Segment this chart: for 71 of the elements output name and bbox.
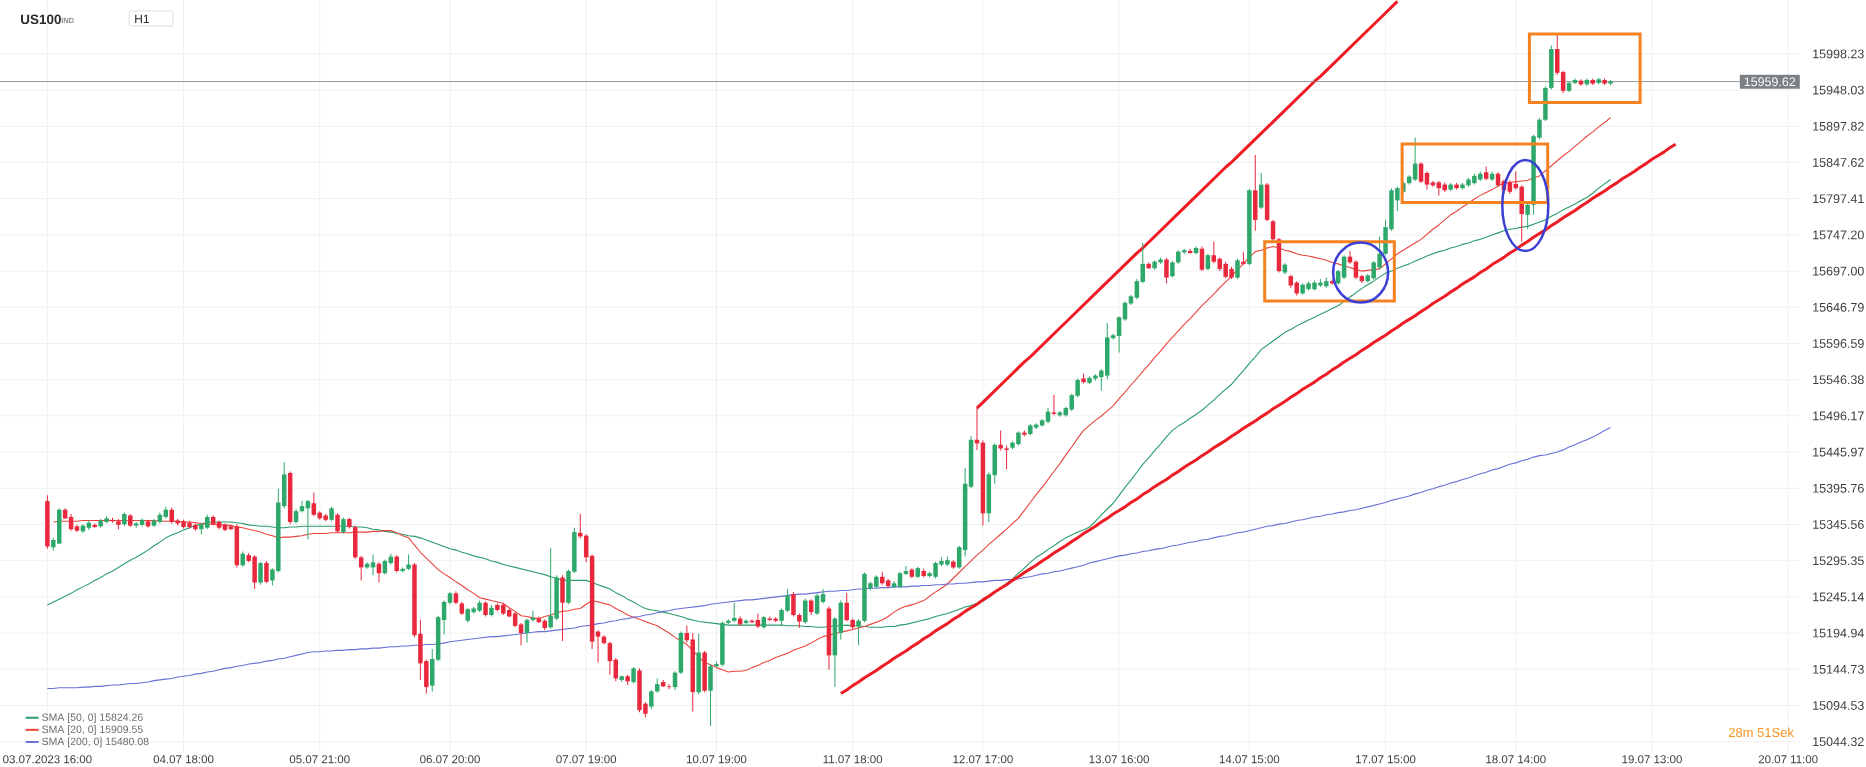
y-tick-label: 15646.79	[1813, 302, 1864, 312]
candlestick	[649, 689, 654, 710]
candlestick	[1412, 137, 1418, 182]
x-tick-label: 17.07 15:00	[1356, 755, 1416, 764]
y-tick-label: 15847.62	[1813, 158, 1864, 167]
y-tick-label: 15496.17	[1813, 411, 1864, 421]
legend-label: SMA [200, 0] 15480.08	[42, 737, 149, 748]
candlestick	[903, 565, 909, 576]
candlestick	[1164, 257, 1169, 284]
candlestick	[755, 613, 761, 629]
candlestick	[1134, 278, 1140, 300]
x-tick-label: 07.07 19:00	[556, 755, 617, 764]
legend-label: SMA [20, 0] 15909.55	[42, 725, 143, 736]
y-tick-label: 15747.20	[1813, 230, 1864, 240]
candlestick	[1353, 259, 1359, 280]
candlestick	[731, 602, 737, 623]
candlestick	[518, 622, 524, 646]
x-tick-label: 18.07 14:00	[1486, 755, 1546, 764]
candlestick	[335, 512, 340, 534]
x-tick-label: 05.07 21:00	[289, 755, 350, 764]
y-tick-label: 15345.56	[1813, 520, 1864, 529]
candlestick	[998, 429, 1003, 452]
y-tick-label: 15245.14	[1813, 592, 1864, 602]
candlestick	[666, 683, 672, 690]
candlestick	[844, 592, 849, 622]
y-tick-label: 15546.38	[1813, 375, 1864, 385]
annotation: 28m 51Sek	[1728, 727, 1794, 738]
y-tick-label: 15797.41	[1813, 194, 1864, 204]
candlestick	[1116, 316, 1122, 354]
x-tick-label: 04.07 18:00	[153, 755, 214, 764]
y-tick-label: 15998.23	[1813, 49, 1864, 59]
candlestick	[578, 513, 583, 540]
y-tick-label: 15094.53	[1813, 701, 1864, 710]
candlestick	[1525, 203, 1530, 230]
candlestick	[1057, 410, 1063, 418]
candlestick	[258, 561, 263, 586]
candlestick	[791, 591, 796, 617]
candlestick	[1235, 258, 1240, 280]
candlestick	[1430, 180, 1436, 188]
legend-label: SMA [50, 0] 15824.26	[42, 713, 143, 723]
x-tick-label: 11.07 18:00	[823, 755, 883, 764]
y-tick-label: 15948.03	[1813, 85, 1864, 95]
x-tick-label: 19.07 13:00	[1622, 755, 1682, 764]
y-tick-label: 15044.32	[1813, 737, 1864, 747]
y-tick-label: 15194.94	[1813, 628, 1864, 638]
y-tick-label: 15144.73	[1813, 664, 1864, 674]
candlestick	[1051, 394, 1057, 416]
x-tick-label: 10.07 19:00	[686, 755, 747, 764]
annotation: H1	[135, 14, 149, 23]
x-tick-label: 14.07 15:00	[1219, 755, 1280, 764]
candlestick	[1424, 171, 1430, 191]
candlestick	[524, 618, 530, 643]
y-tick-label: 15445.97	[1813, 447, 1864, 457]
y-tick-label: 15295.35	[1813, 556, 1864, 566]
candlestick	[1560, 70, 1566, 94]
x-tick-label: 13.07 16:00	[1089, 755, 1149, 764]
x-tick-label: 03.07.2023 16:00	[3, 755, 92, 764]
y-tick-label: 15596.59	[1813, 339, 1864, 348]
y-tick-label: 15897.82	[1813, 121, 1864, 131]
candlestick	[1004, 445, 1009, 470]
ref-line-label: 15959.62	[1744, 77, 1796, 87]
x-tick-label: 20.07 11:00	[1758, 755, 1818, 764]
y-tick-label: 15697.00	[1813, 266, 1864, 276]
candlestick	[1554, 32, 1560, 76]
x-tick-label: 06.07 20:00	[420, 755, 480, 764]
candlestick	[264, 560, 269, 584]
y-tick-label: 15395.76	[1813, 483, 1864, 493]
x-tick-label: 12.07 17:00	[953, 755, 1013, 764]
text: US100	[21, 14, 61, 25]
candlestick	[1241, 251, 1246, 266]
candlestick	[803, 597, 808, 625]
